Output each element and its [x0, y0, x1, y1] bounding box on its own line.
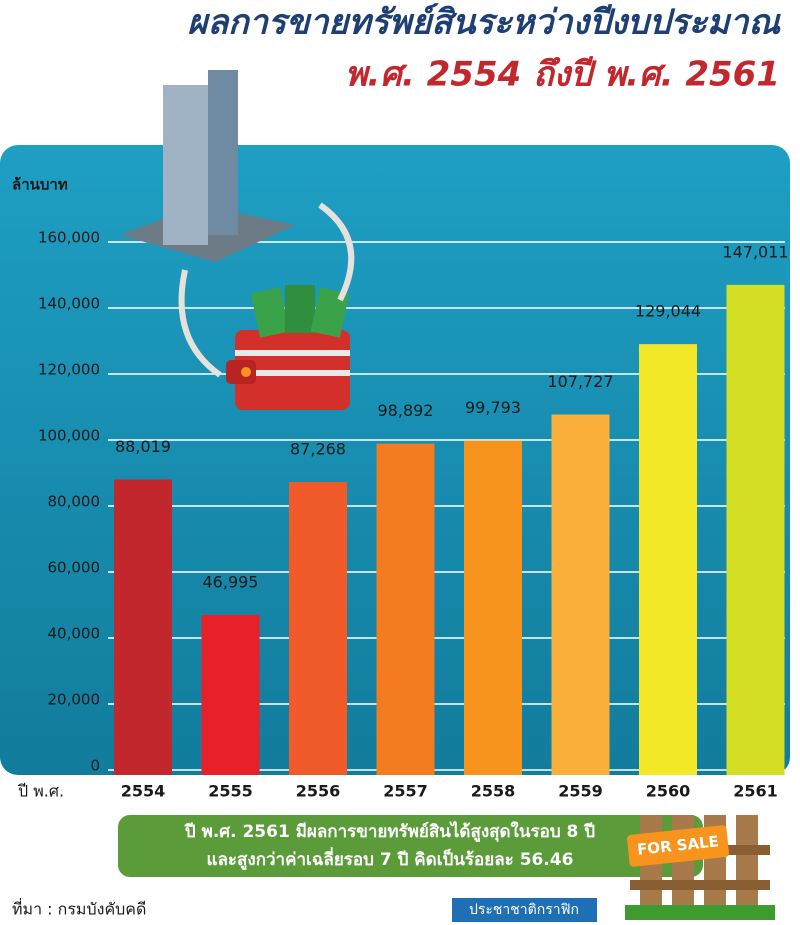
y-tick-label: 120,000	[38, 361, 100, 379]
bar	[726, 284, 785, 775]
value-label: 147,011	[722, 242, 788, 261]
annotation: และสูงกว่าค่าเฉลี่ยรอบ 7 ปี คิดเป็นร้อยล…	[207, 847, 574, 871]
y-tick-label: 60,000	[48, 559, 101, 577]
bar	[376, 443, 435, 775]
value-label: 46,995	[203, 572, 259, 591]
x-tick-label: 2557	[383, 782, 428, 801]
bar	[639, 344, 697, 775]
bar	[551, 414, 610, 775]
credit-box	[452, 898, 597, 922]
value-label: 87,268	[290, 440, 346, 459]
x-tick-label: 2558	[471, 782, 516, 801]
x-axis-label: ปี พ.ศ.	[18, 782, 65, 801]
x-tick-label: 2559	[558, 782, 603, 801]
y-tick-label: 80,000	[48, 493, 101, 511]
y-tick-label: 0	[90, 757, 100, 775]
value-label: 99,793	[465, 398, 521, 417]
bar	[114, 479, 172, 775]
note-box	[118, 815, 703, 877]
source: ที่มา : กรมบังคับคดี	[12, 898, 146, 919]
x-tick-label: 2554	[121, 782, 166, 801]
y-tick-label: 20,000	[48, 691, 101, 709]
credit: ประชาชาติกราฟิก	[469, 902, 579, 918]
y-axis-label: ล้านบาท	[12, 176, 68, 194]
value-label: 98,892	[378, 401, 434, 420]
y-tick-label: 40,000	[48, 625, 101, 643]
bar	[464, 440, 522, 775]
chart-title: ผลการขายทรัพย์สินระหว่างปีงบประมาณ	[187, 3, 781, 43]
x-tick-label: 2560	[646, 782, 691, 801]
illustration	[120, 70, 355, 410]
fence	[625, 815, 775, 920]
value-label: 107,727	[547, 372, 613, 391]
y-tick-label: 100,000	[38, 427, 100, 445]
bar	[289, 482, 347, 775]
bar	[201, 614, 260, 775]
chart-subtitle: พ.ศ. 2554 ถึงปี พ.ศ. 2561	[345, 55, 780, 95]
value-label: 129,044	[635, 302, 701, 321]
x-tick-label: 2561	[733, 782, 778, 801]
y-tick-label: 140,000	[38, 295, 100, 313]
annotation: ปี พ.ศ. 2561 มีผลการขายทรัพย์สินได้สูงสุ…	[184, 821, 595, 843]
x-tick-label: 2555	[208, 782, 253, 801]
y-tick-label: 160,000	[38, 229, 100, 247]
value-label: 88,019	[115, 437, 171, 456]
x-tick-label: 2556	[296, 782, 341, 801]
